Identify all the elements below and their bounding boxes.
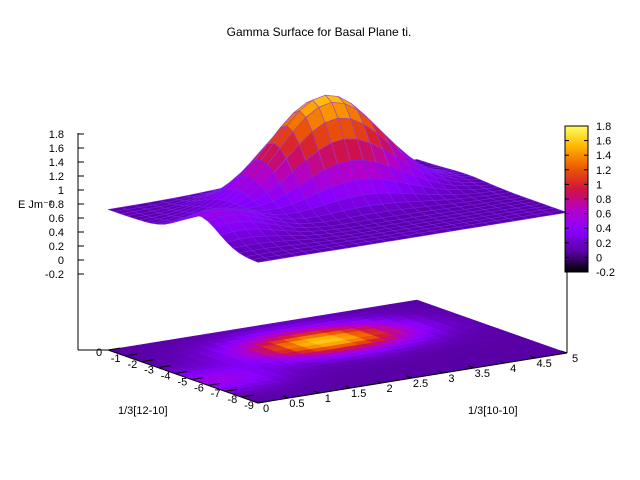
- z-tick-label: 0.4: [49, 227, 64, 239]
- y-tick: [174, 371, 188, 375]
- colorbar-tick-label: -0.2: [596, 267, 615, 279]
- y-tick: [107, 347, 121, 351]
- x-tick: [282, 395, 290, 399]
- y-tick-label: -7: [211, 388, 221, 400]
- x-tick-label: 4.5: [536, 358, 551, 370]
- y-tick-label: -6: [194, 382, 204, 394]
- colorbar-tick-label: 1.2: [596, 165, 611, 177]
- x-axis-label: 1/3[10-10]: [468, 405, 518, 417]
- x-tick: [468, 365, 475, 369]
- x-tick-label: 0.5: [289, 398, 304, 410]
- z-tick-label: 1.8: [49, 129, 64, 141]
- colorbar-tick-label: 0.6: [596, 209, 611, 221]
- y-tick: [207, 382, 221, 386]
- y-tick-label: -2: [127, 359, 137, 371]
- x-tick: [375, 380, 382, 384]
- projected-heatmap: [107, 299, 568, 404]
- x-tick-label: 0: [263, 403, 269, 415]
- x-tick-label: 4: [510, 363, 516, 375]
- surface-mesh: [107, 94, 568, 263]
- x-tick-label: 5: [572, 353, 578, 365]
- x-tick: [437, 370, 444, 374]
- x-tick: [344, 385, 351, 389]
- x-tick-label: 1.5: [351, 388, 366, 400]
- z-tick-label: -0.2: [45, 269, 64, 281]
- z-tick-label: 0.2: [49, 241, 64, 253]
- x-tick: [561, 350, 568, 354]
- y-tick-label: -8: [227, 394, 237, 406]
- x-tick: [406, 375, 413, 379]
- y-tick: [141, 359, 154, 363]
- y-tick-label: 0: [96, 347, 102, 359]
- colorbar-tick-label: 1: [596, 179, 602, 191]
- y-axis-line: [107, 349, 259, 404]
- z-tick-label: 0.8: [49, 199, 64, 211]
- y-tick-label: -5: [177, 376, 187, 388]
- surface-face: [250, 257, 272, 263]
- colorbar-tick-label: 1.6: [596, 136, 611, 148]
- y-tick-label: -3: [144, 365, 154, 377]
- colorbar-tick-label: 0.8: [596, 194, 611, 206]
- z-tick-label: 1.4: [49, 157, 64, 169]
- y-tick: [157, 365, 171, 369]
- y-tick-label: -9: [244, 400, 254, 412]
- x-tick: [252, 400, 259, 404]
- colorbar-tick-label: 1.8: [596, 121, 611, 133]
- y-tick: [224, 388, 238, 392]
- z-tick-label: 0: [58, 255, 64, 267]
- y-axis-label: 1/3[12-10]: [118, 405, 168, 417]
- y-tick-label: -1: [111, 353, 121, 365]
- x-tick: [313, 390, 320, 394]
- axes: -0.2 0 0.2 0.4 0.6 0.8 1 1.2 1.4 1.6 1.8 0 0.5 1 1.5 2 2…: [45, 129, 578, 415]
- x-tick-label: 1: [325, 393, 331, 405]
- x-tick-label: 3.5: [475, 368, 490, 380]
- x-tick-label: 3: [448, 373, 454, 385]
- colorbar: -0.2 0 0.2 0.4 0.6 0.8 1 1.2 1.4 1.6 1.8: [564, 121, 615, 279]
- z-tick-label: 1.6: [49, 143, 64, 155]
- z-tick-label: 1.2: [49, 171, 64, 183]
- y-tick: [124, 353, 138, 357]
- map-cell: [402, 299, 424, 305]
- x-tick: [499, 360, 506, 364]
- y-tick: [241, 394, 254, 398]
- y-tick: [257, 400, 271, 404]
- z-axis-label: E Jm⁻²: [18, 199, 53, 211]
- colorbar-tick-label: 0.2: [596, 238, 611, 250]
- z-tick-label: 1: [58, 185, 64, 197]
- y-tick-label: -4: [161, 371, 171, 383]
- z-tick-label: 0.6: [49, 213, 64, 225]
- colorbar-tick-label: 0.4: [596, 223, 611, 235]
- colorbar-tick-label: 0: [596, 252, 602, 264]
- chart-title: Gamma Surface for Basal Plane ti.: [227, 25, 412, 39]
- x-tick: [530, 355, 537, 359]
- colorbar-tick-label: 1.4: [596, 150, 611, 162]
- x-tick-label: 2: [387, 383, 393, 395]
- y-tick: [191, 376, 204, 380]
- x-tick-label: 2.5: [413, 378, 428, 390]
